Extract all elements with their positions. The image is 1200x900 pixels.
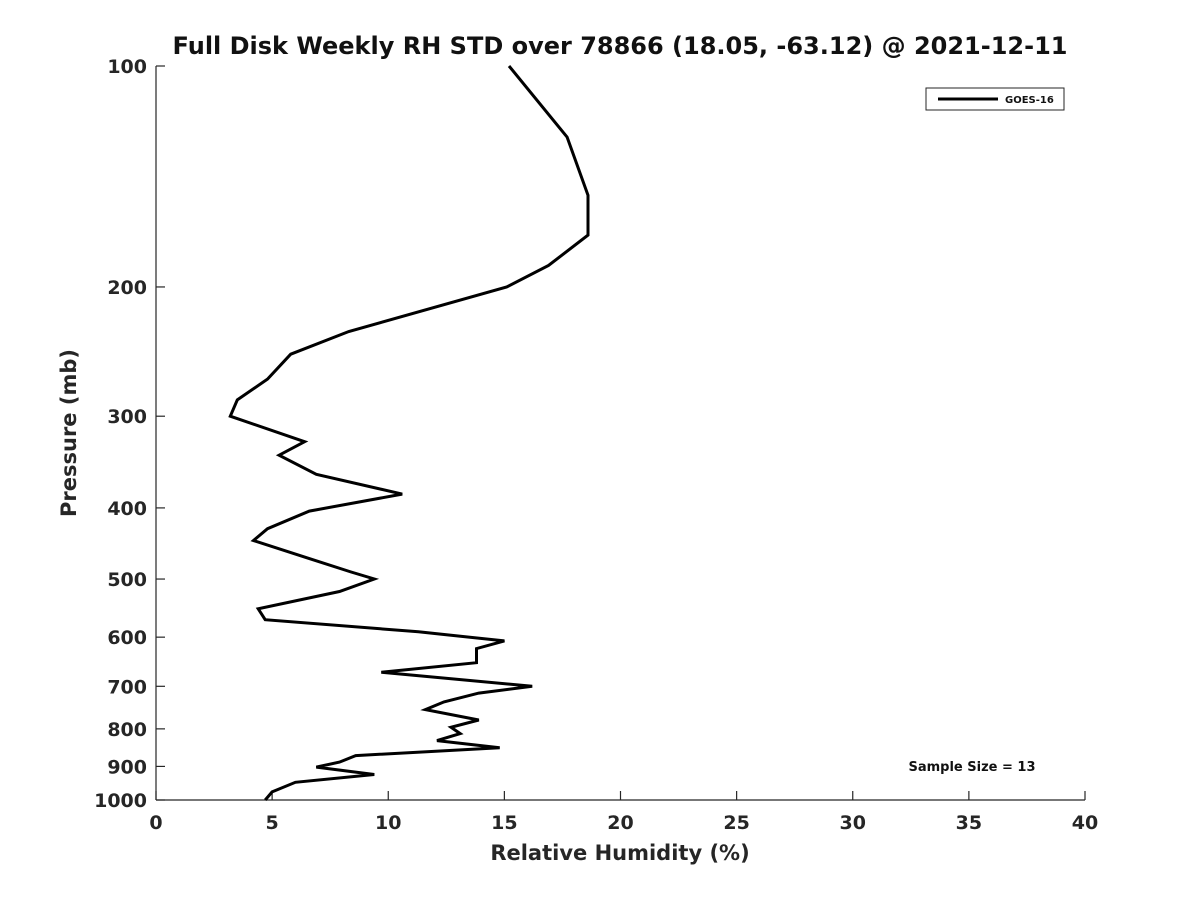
series-layer: [228, 65, 590, 801]
chart-title: Full Disk Weekly RH STD over 78866 (18.0…: [173, 32, 1068, 60]
y-tick-label-400: 400: [107, 498, 147, 520]
x-tick-label-20: 20: [607, 812, 633, 834]
y-tick-label-700: 700: [107, 676, 147, 698]
x-tick-label-35: 35: [956, 812, 982, 834]
y-tick-label-200: 200: [107, 277, 147, 299]
x-tick-label-30: 30: [840, 812, 866, 834]
sample-size-annotation: Sample Size = 13: [908, 760, 1035, 775]
y-tick-label-1000: 1000: [94, 790, 147, 812]
x-tick-label-40: 40: [1072, 812, 1098, 834]
series-line-goes-16: [228, 65, 590, 801]
y-tick-label-800: 800: [107, 719, 147, 741]
y-tick-label-900: 900: [107, 756, 147, 778]
x-tick-label-10: 10: [375, 812, 401, 834]
x-tick-label-25: 25: [723, 812, 749, 834]
x-tick-label-15: 15: [491, 812, 517, 834]
y-tick-label-300: 300: [107, 406, 147, 428]
y-tick-label-100: 100: [107, 56, 147, 78]
y-axis-label: Pressure (mb): [57, 349, 81, 517]
y-axis-ticks: 100 200 300 400 500 600 700 800 900 1000: [94, 56, 165, 812]
plot-area: 0 5 10 15 20 25 30 35 40 100 200 300 400 500 600 700 80…: [94, 56, 1098, 834]
x-axis-label: Relative Humidity (%): [490, 841, 749, 865]
x-tick-label-0: 0: [149, 812, 162, 834]
legend-entry-goes-16: GOES-16: [1005, 95, 1054, 106]
y-tick-label-500: 500: [107, 569, 147, 591]
x-tick-label-5: 5: [266, 812, 279, 834]
legend: GOES-16: [925, 87, 1065, 111]
y-tick-label-600: 600: [107, 627, 147, 649]
x-axis-ticks: 0 5 10 15 20 25 30 35 40: [149, 791, 1098, 834]
